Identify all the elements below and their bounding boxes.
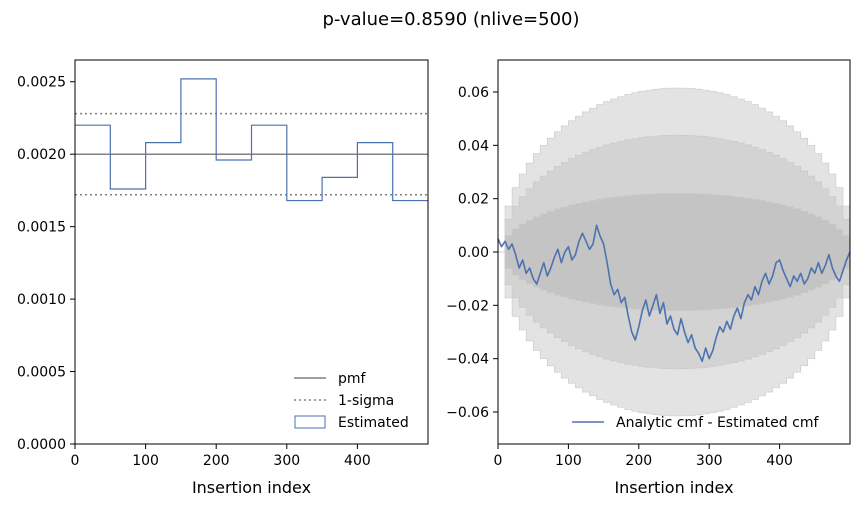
right-xtick-label: 200 — [625, 453, 652, 469]
cmf-difference-line — [497, 224, 851, 363]
left-xtick-label: 100 — [132, 453, 159, 469]
right-xtick-label: 300 — [696, 453, 723, 469]
right-chart: 0 100 200 300 400 −0.06 −0.04 −0.02 0.00 0.02 0.04… — [446, 59, 851, 497]
left-ytick-label: 0.0015 — [17, 220, 66, 236]
right-xtick-label: 100 — [555, 453, 582, 469]
right-xtick-label: 0 — [494, 453, 503, 469]
left-xtick-label: 400 — [344, 453, 371, 469]
left-ytick-label: 0.0005 — [17, 365, 66, 381]
left-chart: 0 100 200 300 400 0.0000 0.0005 0.0010 0.0015 0.0… — [17, 59, 429, 497]
left-ytick-label: 0.0000 — [17, 437, 66, 453]
legend-sigma-label: 1-sigma — [338, 393, 394, 409]
legend-cmf-label: Analytic cmf - Estimated cmf — [616, 415, 819, 431]
figure-title: p-value=0.8590 (nlive=500) — [322, 9, 579, 30]
right-ytick-label: 0.06 — [458, 85, 489, 101]
left-xlabel: Insertion index — [192, 478, 311, 497]
left-xtick-label: 0 — [71, 453, 80, 469]
right-ytick-label: −0.04 — [446, 352, 489, 368]
right-ytick-label: −0.02 — [446, 298, 489, 314]
right-plot-area — [497, 87, 851, 417]
right-ytick-label: 0.00 — [458, 245, 489, 261]
left-legend: pmf 1-sigma Estimated — [294, 371, 409, 431]
right-ytick-label: 0.04 — [458, 138, 489, 154]
legend-pmf-label: pmf — [338, 371, 367, 387]
right-ticks: 0 100 200 300 400 −0.06 −0.04 −0.02 0.00 0.02 0.04… — [446, 85, 793, 469]
right-xtick-label: 400 — [766, 453, 793, 469]
left-ticks: 0 100 200 300 400 0.0000 0.0005 0.0010 0.0015 0.0… — [17, 75, 371, 469]
legend-estimated-label: Estimated — [338, 415, 409, 431]
left-ytick-label: 0.0010 — [17, 292, 66, 308]
right-ytick-label: −0.06 — [446, 405, 489, 421]
right-xlabel: Insertion index — [614, 478, 733, 497]
estimated-step — [75, 78, 428, 202]
left-ytick-label: 0.0020 — [17, 147, 66, 163]
left-axes-frame — [74, 59, 429, 445]
legend-estimated-swatch — [294, 415, 326, 429]
left-plot-area — [75, 78, 428, 202]
left-xtick-label: 300 — [273, 453, 300, 469]
right-ytick-label: 0.02 — [458, 192, 489, 208]
left-xtick-label: 200 — [203, 453, 230, 469]
left-ytick-label: 0.0025 — [17, 75, 66, 91]
right-legend: Analytic cmf - Estimated cmf — [572, 415, 819, 431]
